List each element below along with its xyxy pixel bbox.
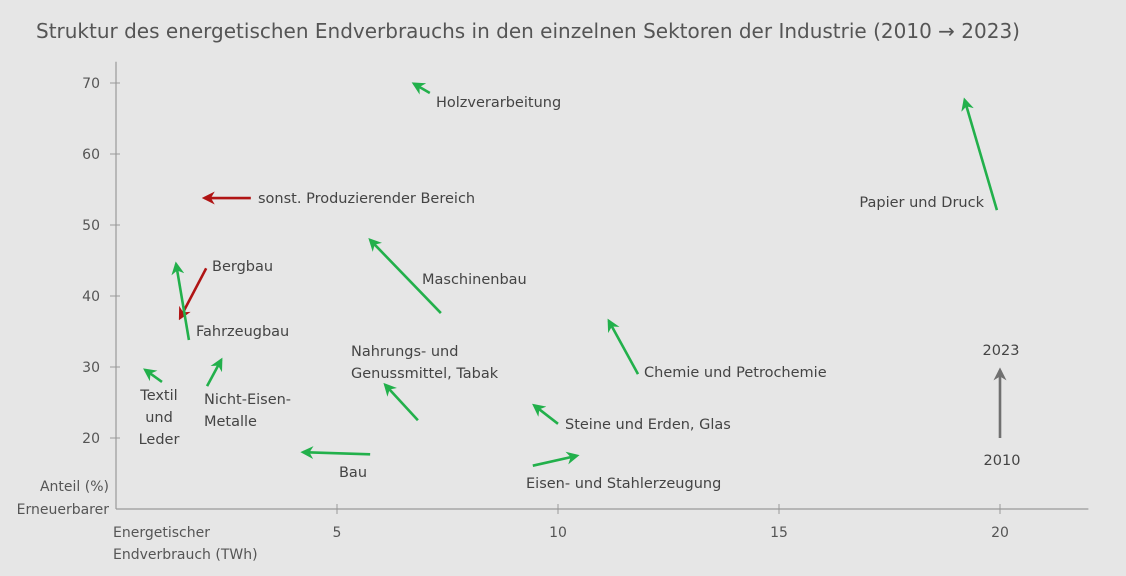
y-axis-label: Anteil (%) — [40, 479, 109, 495]
series-label: Nahrungs- und — [351, 344, 458, 360]
chart-title: Struktur des energetischen Endverbrauchs… — [36, 19, 1020, 43]
y-tick-label: 60 — [82, 147, 100, 163]
arrow-series: Maschinenbau — [368, 238, 527, 314]
series-label: Genussmittel, Tabak — [351, 366, 499, 382]
arrow-series: Holzverarbeitung — [411, 82, 561, 111]
y-tick-label: 50 — [82, 218, 100, 234]
arrow-mark — [383, 382, 419, 422]
x-tick-label: 10 — [549, 525, 567, 541]
arrow-series: Fahrzeugbau — [171, 261, 289, 341]
arrow-series: Chemie und Petrochemie — [607, 318, 827, 381]
y-tick-label: 30 — [82, 360, 100, 376]
y-tick-label: 40 — [82, 289, 100, 305]
legend: 2023 2010 — [983, 343, 1021, 469]
series-label: Metalle — [204, 414, 257, 430]
arrow-series: Eisen- und Stahlerzeugung — [526, 451, 721, 492]
arrow-mark — [532, 451, 580, 467]
arrow-mark — [961, 97, 999, 211]
arrow-mark — [368, 238, 442, 314]
legend-to: 2023 — [983, 343, 1020, 359]
y-tick-label: 70 — [82, 76, 100, 92]
x-tick-label: 5 — [333, 525, 342, 541]
y-axis-label: Erneuerbarer — [17, 502, 110, 518]
arrow-mark — [205, 357, 223, 387]
x-axis-label: Endverbrauch (TWh) — [113, 547, 258, 563]
arrow-mark — [171, 261, 191, 341]
series-label: sonst. Produzierender Bereich — [258, 191, 475, 207]
series-label: Papier und Druck — [859, 195, 984, 211]
x-axis-label: Energetischer — [113, 525, 210, 541]
arrow-mark — [300, 446, 371, 460]
arrow-mark — [607, 318, 640, 375]
arrow-series: Bergbau — [178, 259, 273, 321]
series-label: Textil — [139, 388, 177, 404]
x-tick-label: 20 — [991, 525, 1009, 541]
series-label: und — [145, 410, 173, 426]
series-label: Eisen- und Stahlerzeugung — [526, 476, 721, 492]
series-label: Fahrzeugbau — [196, 324, 289, 340]
arrow-mark — [143, 368, 163, 383]
series-label: Leder — [139, 432, 180, 448]
arrow-series: Papier und Druck — [859, 97, 999, 211]
arrow-series: Bau — [300, 446, 371, 481]
series-label: Bergbau — [212, 259, 273, 275]
arrow-mark — [532, 403, 559, 425]
arrow-series: Steine und Erden, Glas — [532, 403, 731, 433]
arrow-mark — [411, 82, 431, 95]
series-label: Holzverarbeitung — [436, 95, 561, 111]
arrow-series: Nahrungs- und Genussmittel, Tabak — [351, 344, 499, 422]
series-label: Maschinenbau — [422, 272, 527, 288]
legend-from: 2010 — [984, 453, 1021, 469]
arrow-series: Nicht-Eisen- Metalle — [204, 357, 291, 430]
series-label: Chemie und Petrochemie — [644, 365, 827, 381]
x-tick-label: 15 — [770, 525, 788, 541]
y-tick-label: 20 — [82, 431, 100, 447]
arrow-series: sonst. Produzierender Bereich — [201, 191, 475, 207]
series-label: Bau — [339, 465, 367, 481]
series-label: Nicht-Eisen- — [204, 392, 291, 408]
arrow-series: Textil und Leder — [139, 368, 180, 448]
series-label: Steine und Erden, Glas — [565, 417, 731, 433]
